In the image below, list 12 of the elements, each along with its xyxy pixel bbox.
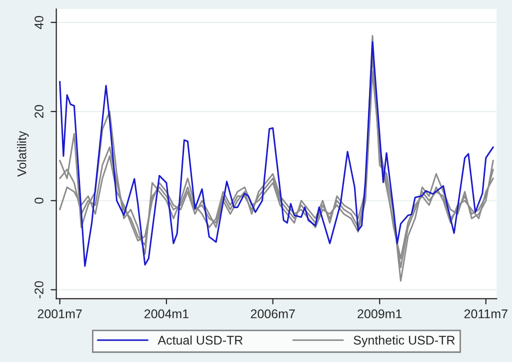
legend-label: Synthetic USD-TR <box>354 335 455 348</box>
x-tick-label: 2004m1 <box>144 309 188 318</box>
y-tick-label: 0 <box>34 198 44 204</box>
x-tick-label: 2009m1 <box>358 309 402 318</box>
x-tick-label: 2011m7 <box>464 309 508 318</box>
x-tick-label: 2006m7 <box>250 309 295 318</box>
y-axis-title: Volatility <box>17 130 29 177</box>
legend-label: Actual USD-TR <box>158 335 243 345</box>
y-tick-label: 20 <box>34 105 44 118</box>
y-tick-label: -20 <box>34 281 44 298</box>
x-tick-label: 2001m7 <box>38 309 82 318</box>
y-tick-label: 40 <box>34 16 44 30</box>
